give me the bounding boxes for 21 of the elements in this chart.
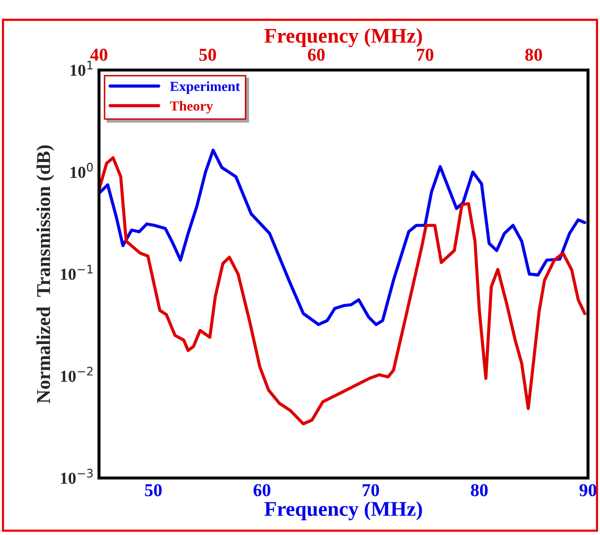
x2-tick-label: 50 [199,48,216,61]
x-tick-label: 60 [254,484,270,496]
y-tick-label: 10$^{0}$ [70,162,93,178]
y-tick-label: 10$^{−1}$ [60,264,93,280]
x-tick-label: 50 [145,484,162,496]
x2-tick-label: 80 [525,48,542,61]
x-tick-label: 80 [470,484,488,496]
x2-tick-label: 60 [308,48,325,61]
y-tick-label: 10$^{−3}$ [60,468,93,484]
x-tick-label: 70 [362,484,380,496]
y-tick-label: 10$^{−2}$ [60,366,92,382]
x2-tick-label: 40 [90,48,108,61]
x-tick-label: 90 [579,484,596,496]
y-axis-title: Normalized Transmission (dB) [36,145,54,404]
x2-tick-label: 70 [417,48,434,61]
x-axis-title: Frequency (MHz) [264,501,422,520]
line-series [99,148,586,326]
y-tick-label: 10$^{1}$ [70,60,92,76]
x2-axis-title: Frequency (MHz) [264,28,422,48]
legend-label: Theory [170,100,213,114]
legend-label: Experiment [170,81,240,94]
